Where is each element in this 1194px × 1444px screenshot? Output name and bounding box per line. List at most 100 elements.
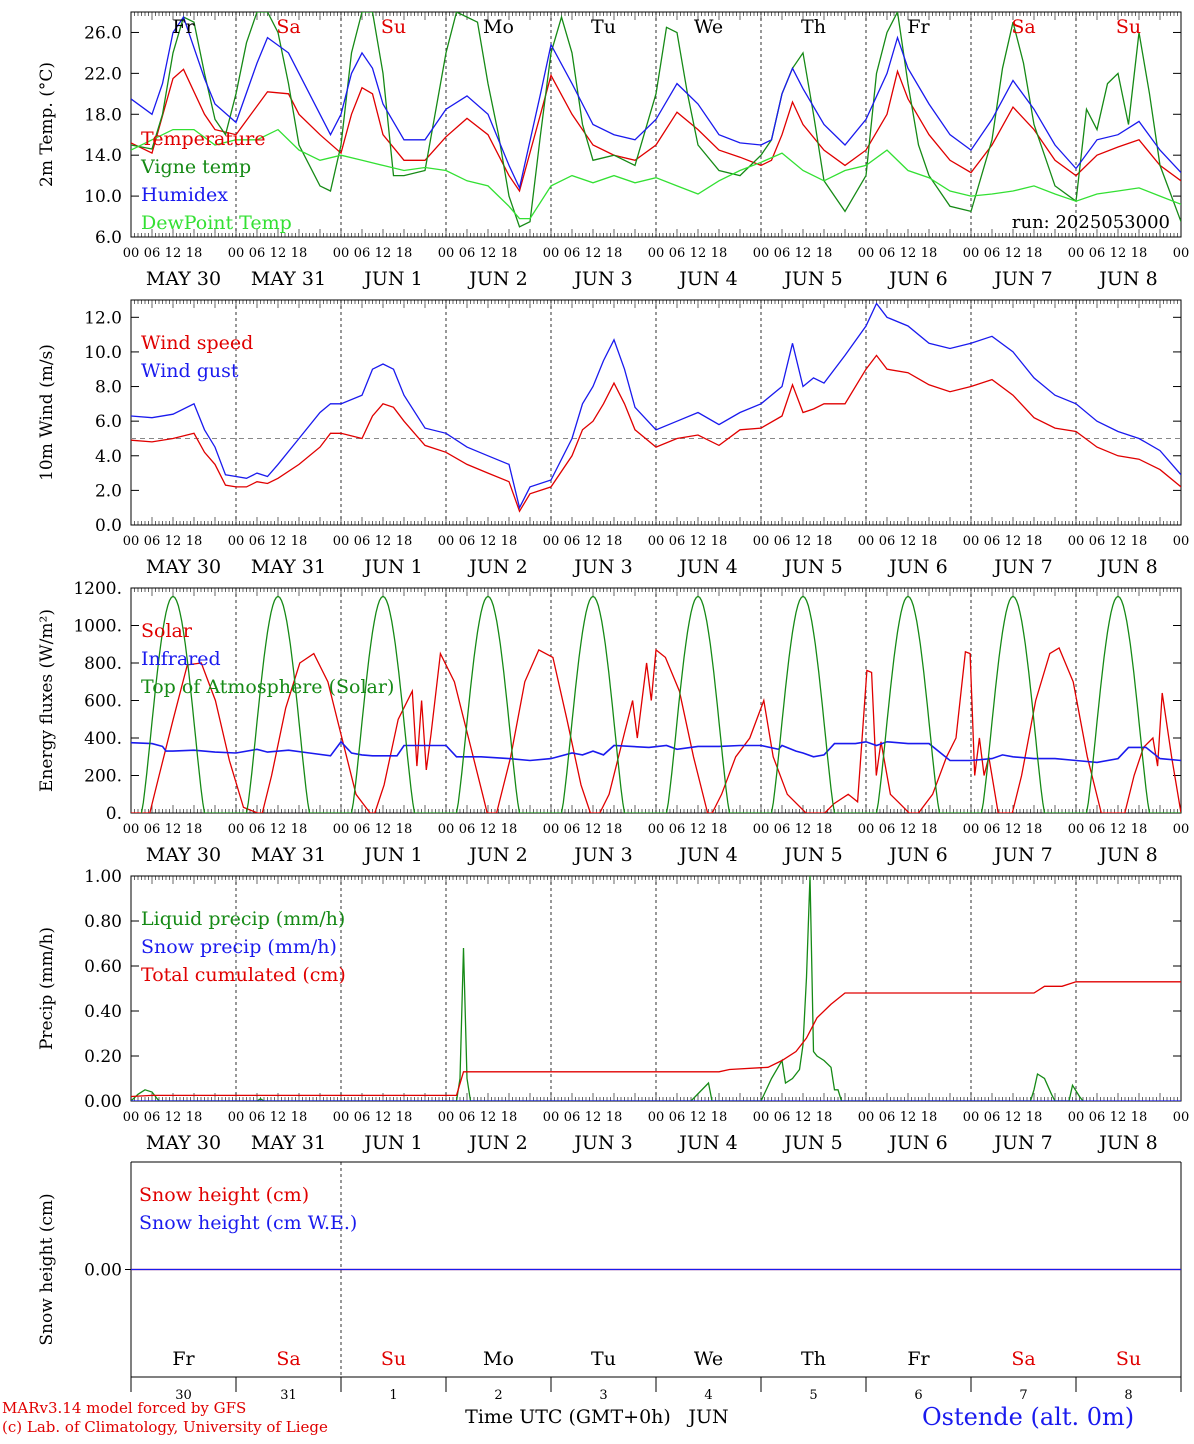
day-number-label: 4 xyxy=(704,1388,712,1403)
hour-label: 12 xyxy=(1110,822,1127,837)
hour-label: 18 xyxy=(291,822,308,837)
lab-credit: (c) Lab. of Climatology, University of L… xyxy=(2,1418,328,1436)
hour-label: 12 xyxy=(1110,246,1127,261)
hour-label: 06 xyxy=(144,822,161,837)
hour-label: 18 xyxy=(1026,822,1043,837)
y-tick-label: 8.0 xyxy=(95,378,122,398)
y-tick-label: 14.0 xyxy=(84,146,122,166)
hour-label: 06 xyxy=(984,246,1001,261)
date-label: JUN 1 xyxy=(362,844,422,866)
hour-label: 00 xyxy=(333,534,350,549)
day-of-week-label: Mo xyxy=(483,16,514,38)
hour-label: 06 xyxy=(669,822,686,837)
y-axis-label: 10m Wind (m/s) xyxy=(37,344,57,481)
hour-label: 18 xyxy=(501,246,518,261)
hour-label: 18 xyxy=(501,534,518,549)
date-label: JUN 5 xyxy=(782,1132,842,1154)
hour-label: 12 xyxy=(270,246,287,261)
date-label: JUN 2 xyxy=(467,556,527,578)
day-number-label: 3 xyxy=(599,1388,607,1403)
hour-label: 12 xyxy=(270,534,287,549)
date-label: JUN 8 xyxy=(1097,1132,1157,1154)
hour-label: 06 xyxy=(354,1110,371,1125)
hour-label: 06 xyxy=(459,534,476,549)
hour-label: 00 xyxy=(753,1110,770,1125)
hour-label: 18 xyxy=(921,246,938,261)
legend-entry: Wind speed xyxy=(141,332,253,354)
hour-label: 00 xyxy=(228,1110,245,1125)
day-number-label: 2 xyxy=(494,1388,502,1403)
hour-label: 06 xyxy=(354,822,371,837)
y-tick-label: 10.0 xyxy=(84,187,122,207)
hour-label: 00 xyxy=(1068,822,1085,837)
hour-label: 00 xyxy=(1068,1110,1085,1125)
hour-label: 12 xyxy=(1110,534,1127,549)
day-of-week-label: Tu xyxy=(591,1348,616,1370)
hour-label: 06 xyxy=(774,534,791,549)
hour-label: 18 xyxy=(606,534,623,549)
hour-label: 06 xyxy=(774,246,791,261)
hour-label: 12 xyxy=(900,534,917,549)
hour-label: 18 xyxy=(1131,246,1148,261)
legend-entry: Total cumulated (cm) xyxy=(141,964,346,986)
hour-label: 00 xyxy=(123,822,140,837)
day-number-label: 6 xyxy=(914,1388,922,1403)
hour-label: 18 xyxy=(606,1110,623,1125)
y-tick-label: 18.0 xyxy=(84,105,122,125)
hour-label: 18 xyxy=(1131,822,1148,837)
hour-label: 06 xyxy=(249,534,266,549)
hour-label: 18 xyxy=(711,822,728,837)
hour-label: 18 xyxy=(186,1110,203,1125)
hour-label: 00 xyxy=(858,534,875,549)
hour-label: 00 xyxy=(333,246,350,261)
hour-label: 00 xyxy=(438,822,455,837)
date-label: JUN 5 xyxy=(782,556,842,578)
hour-label: 18 xyxy=(921,822,938,837)
day-of-week-label: Tu xyxy=(591,16,616,38)
hour-label: 06 xyxy=(879,822,896,837)
legend-entry: Snow precip (mm/h) xyxy=(141,936,337,958)
hour-label: 18 xyxy=(1026,246,1043,261)
hour-label: 12 xyxy=(585,246,602,261)
hour-label: 12 xyxy=(1110,1110,1127,1125)
legend-entry: Infrared xyxy=(141,648,221,670)
hour-label: 18 xyxy=(816,822,833,837)
day-of-week-label: Su xyxy=(381,16,406,38)
hour-label: 12 xyxy=(690,246,707,261)
hour-label: 06 xyxy=(249,822,266,837)
day-number-label: 7 xyxy=(1019,1388,1027,1403)
y-tick-label: 22.0 xyxy=(84,64,122,84)
y-tick-label: 6.0 xyxy=(95,412,122,432)
hour-label: 12 xyxy=(480,1110,497,1125)
day-of-week-label: Su xyxy=(381,1348,406,1370)
panel-1: 6.0 10.0 14.0 18.0 22.0 26.0 2m Temp. (°C) Temp… xyxy=(37,11,1189,290)
y-axis-label: 2m Temp. (°C) xyxy=(37,62,57,187)
y-tick-label: 10.0 xyxy=(84,343,122,363)
panel-5: 0.00 Snow height (cm) Snow height (cm) Snow… xyxy=(37,1161,1182,1428)
date-label: JUN 4 xyxy=(677,556,737,578)
hour-label: 00 xyxy=(858,1110,875,1125)
hour-label: 18 xyxy=(291,246,308,261)
day-number-label: 1 xyxy=(389,1388,397,1403)
hour-label: 12 xyxy=(165,246,182,261)
day-of-week-label: Sa xyxy=(1011,16,1035,38)
hour-label: 12 xyxy=(375,246,392,261)
hour-label: 18 xyxy=(606,246,623,261)
day-of-week-label: Sa xyxy=(276,1348,300,1370)
series-line-wind-gust xyxy=(131,302,1181,510)
y-axis-label: Energy fluxes (W/m²) xyxy=(37,609,57,792)
hour-label: 06 xyxy=(564,1110,581,1125)
hour-label: 06 xyxy=(144,246,161,261)
hour-label: 12 xyxy=(375,534,392,549)
date-label: JUN 4 xyxy=(677,268,737,290)
date-label: JUN 1 xyxy=(362,268,422,290)
date-label: JUN 2 xyxy=(467,268,527,290)
hour-label: 12 xyxy=(480,822,497,837)
day-of-week-label: We xyxy=(694,16,723,38)
hour-label: 18 xyxy=(816,534,833,549)
hour-label: 06 xyxy=(669,534,686,549)
hour-label: 18 xyxy=(921,534,938,549)
hour-label: 12 xyxy=(690,1110,707,1125)
hour-label: 18 xyxy=(1131,534,1148,549)
